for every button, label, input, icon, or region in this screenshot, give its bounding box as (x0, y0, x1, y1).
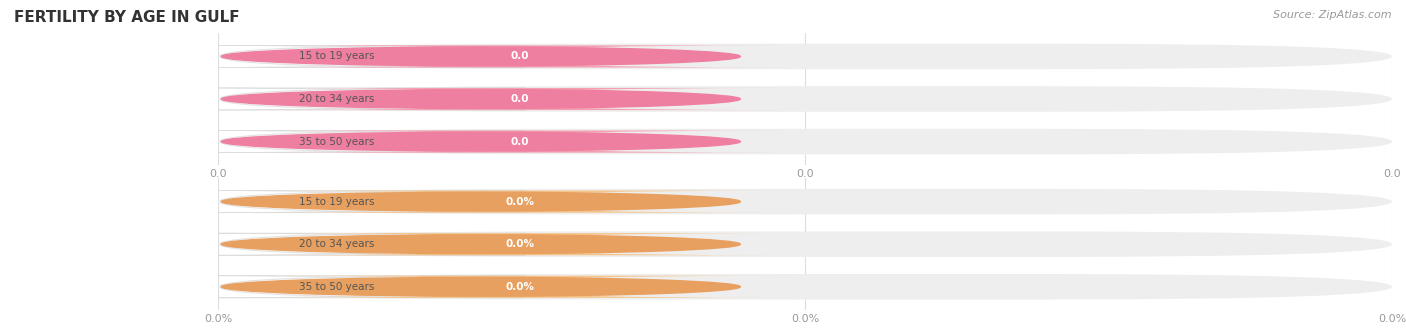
Text: 15 to 19 years: 15 to 19 years (298, 197, 374, 207)
Text: 35 to 50 years: 35 to 50 years (299, 137, 374, 147)
Circle shape (222, 47, 741, 66)
Circle shape (222, 132, 741, 151)
FancyBboxPatch shape (173, 130, 526, 153)
Circle shape (222, 192, 741, 211)
Text: 20 to 34 years: 20 to 34 years (299, 94, 374, 104)
FancyBboxPatch shape (218, 274, 1392, 300)
Text: 0.0: 0.0 (510, 51, 530, 61)
Text: 35 to 50 years: 35 to 50 years (299, 282, 374, 292)
Text: 20 to 34 years: 20 to 34 years (299, 239, 374, 249)
Circle shape (222, 89, 741, 109)
Text: 0.0%: 0.0% (506, 282, 534, 292)
FancyBboxPatch shape (173, 276, 526, 298)
Text: 0.0: 0.0 (510, 137, 530, 147)
FancyBboxPatch shape (253, 45, 787, 68)
FancyBboxPatch shape (218, 231, 1392, 257)
FancyBboxPatch shape (173, 88, 526, 110)
Circle shape (222, 235, 741, 254)
FancyBboxPatch shape (173, 233, 526, 255)
FancyBboxPatch shape (173, 45, 526, 68)
FancyBboxPatch shape (253, 233, 787, 255)
FancyBboxPatch shape (253, 88, 787, 110)
FancyBboxPatch shape (253, 130, 787, 153)
FancyBboxPatch shape (218, 129, 1392, 154)
FancyBboxPatch shape (218, 44, 1392, 69)
FancyBboxPatch shape (253, 190, 787, 213)
FancyBboxPatch shape (173, 190, 526, 213)
FancyBboxPatch shape (218, 189, 1392, 214)
Text: 0.0: 0.0 (510, 94, 530, 104)
Text: FERTILITY BY AGE IN GULF: FERTILITY BY AGE IN GULF (14, 10, 239, 25)
FancyBboxPatch shape (253, 276, 787, 298)
Text: 0.0%: 0.0% (506, 197, 534, 207)
Text: Source: ZipAtlas.com: Source: ZipAtlas.com (1274, 10, 1392, 20)
Circle shape (222, 278, 741, 296)
FancyBboxPatch shape (218, 86, 1392, 112)
Text: 0.0%: 0.0% (506, 239, 534, 249)
Text: 15 to 19 years: 15 to 19 years (298, 51, 374, 61)
